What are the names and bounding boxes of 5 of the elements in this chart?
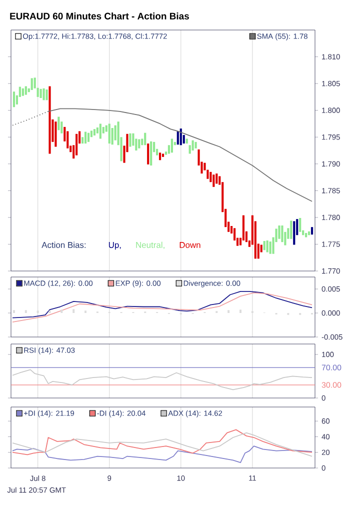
chart-title: EURAUD 60 Minutes Chart - Action Bias: [10, 12, 189, 20]
text: Neutral,: [136, 242, 164, 249]
legend-title: Action Bias:: [42, 242, 86, 248]
text: Down: [180, 242, 200, 248]
text: Up,: [108, 242, 121, 250]
